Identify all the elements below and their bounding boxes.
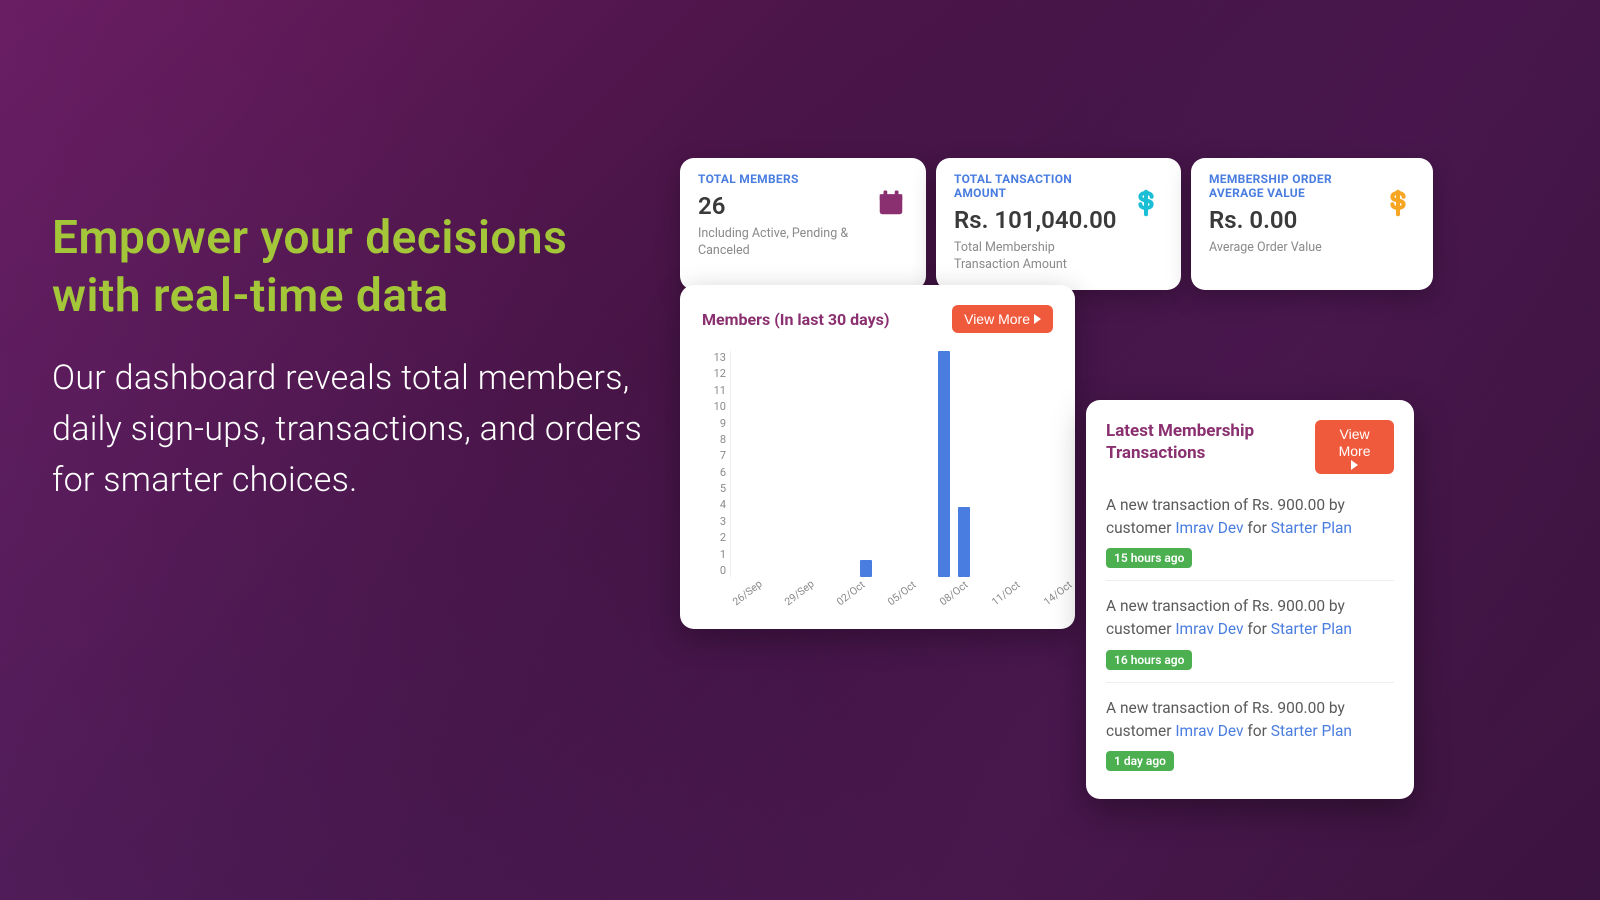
- transaction-text: A new transaction of Rs. 900.00 by custo…: [1106, 494, 1394, 541]
- customer-link[interactable]: Imrav Dev: [1175, 519, 1243, 537]
- y-tick: 6: [702, 466, 726, 479]
- x-tick: 14/Oct: [1041, 591, 1058, 609]
- time-badge: 15 hours ago: [1106, 548, 1192, 568]
- chart-bar: [958, 507, 970, 577]
- chart-bar: [938, 351, 950, 577]
- y-tick: 13: [702, 351, 726, 364]
- transactions-header: Latest Membership Transactions View More: [1106, 420, 1394, 474]
- bar-slot: [731, 351, 743, 577]
- x-tick: 02/Oct: [834, 591, 851, 609]
- transactions-list: A new transaction of Rs. 900.00 by custo…: [1106, 490, 1394, 784]
- view-more-transactions-button[interactable]: View More: [1315, 420, 1394, 474]
- view-more-members-button[interactable]: View More: [952, 305, 1053, 333]
- chart-title: Members (In last 30 days): [702, 310, 890, 329]
- members-bar-chart: 131211109876543210 26/Sep29/Sep02/Oct05/…: [702, 351, 1053, 611]
- stat-subtitle: Including Active, Pending & Canceled: [698, 226, 866, 260]
- chevron-right-icon: [1034, 314, 1041, 324]
- calendar-icon: [874, 186, 908, 220]
- y-tick: 8: [702, 433, 726, 446]
- stat-value: Rs. 0.00: [1209, 206, 1373, 234]
- bar-slot: [783, 351, 795, 577]
- chart-plot-area: [730, 351, 1053, 577]
- y-tick: 1: [702, 548, 726, 561]
- plan-link[interactable]: Starter Plan: [1271, 722, 1352, 740]
- y-tick: 3: [702, 515, 726, 528]
- transaction-item: A new transaction of Rs. 900.00 by custo…: [1106, 490, 1394, 581]
- stat-title: TOTAL TANSACTION AMOUNT: [954, 172, 1121, 200]
- bar-slot: [834, 351, 846, 577]
- x-axis: 26/Sep29/Sep02/Oct05/Oct08/Oct11/Oct14/O…: [730, 598, 1053, 611]
- stat-subtitle: Average Order Value: [1209, 240, 1373, 257]
- y-tick: 4: [702, 498, 726, 511]
- stat-subtitle: Total Membership Transaction Amount: [954, 240, 1121, 274]
- transactions-title: Latest Membership Transactions: [1106, 420, 1315, 464]
- view-more-label: View More: [1327, 426, 1382, 460]
- stat-title: MEMBERSHIP ORDER AVERAGE VALUE: [1209, 172, 1373, 200]
- transactions-card: Latest Membership Transactions View More…: [1086, 400, 1414, 799]
- transaction-text: A new transaction of Rs. 900.00 by custo…: [1106, 697, 1394, 744]
- chart-bar: [860, 560, 872, 577]
- dollar-icon: [1129, 186, 1163, 220]
- stat-card: MEMBERSHIP ORDER AVERAGE VALUE Rs. 0.00 Av…: [1191, 158, 1433, 290]
- customer-link[interactable]: Imrav Dev: [1175, 620, 1243, 638]
- y-tick: 7: [702, 449, 726, 462]
- transaction-item: A new transaction of Rs. 900.00 by custo…: [1106, 682, 1394, 784]
- bar-slot: [886, 351, 898, 577]
- members-chart-card: Members (In last 30 days) View More 1312…: [680, 285, 1075, 629]
- chart-header: Members (In last 30 days) View More: [702, 305, 1053, 333]
- plan-link[interactable]: Starter Plan: [1271, 519, 1352, 537]
- y-tick: 12: [702, 367, 726, 380]
- stat-card: TOTAL TANSACTION AMOUNT Rs. 101,040.00 Tot…: [936, 158, 1181, 290]
- y-tick: 11: [702, 384, 726, 397]
- y-tick: 0: [702, 564, 726, 577]
- stat-title: TOTAL MEMBERS: [698, 172, 866, 186]
- marketing-block: Empower your decisions with real-time da…: [52, 210, 662, 506]
- headline: Empower your decisions with real-time da…: [52, 210, 662, 325]
- time-badge: 16 hours ago: [1106, 650, 1192, 670]
- time-badge: 1 day ago: [1106, 751, 1174, 771]
- y-tick: 2: [702, 531, 726, 544]
- x-tick: 05/Oct: [885, 591, 902, 609]
- transaction-item: A new transaction of Rs. 900.00 by custo…: [1106, 580, 1394, 682]
- stat-card: TOTAL MEMBERS 26 Including Active, Pending…: [680, 158, 926, 290]
- x-tick: 08/Oct: [937, 591, 954, 609]
- view-more-label: View More: [964, 311, 1030, 327]
- y-axis: 131211109876543210: [702, 351, 726, 577]
- y-tick: 5: [702, 482, 726, 495]
- transaction-text: A new transaction of Rs. 900.00 by custo…: [1106, 595, 1394, 642]
- stat-value: Rs. 101,040.00: [954, 206, 1121, 234]
- customer-link[interactable]: Imrav Dev: [1175, 722, 1243, 740]
- stat-value: 26: [698, 192, 866, 220]
- bar-slot: [1041, 351, 1053, 577]
- y-tick: 9: [702, 417, 726, 430]
- stat-cards-row: TOTAL MEMBERS 26 Including Active, Pending…: [680, 158, 1433, 290]
- x-tick: 29/Sep: [782, 591, 799, 609]
- chevron-right-icon: [1351, 460, 1358, 470]
- subheadline: Our dashboard reveals total members, dai…: [52, 353, 662, 506]
- x-tick: 11/Oct: [989, 591, 1006, 609]
- x-tick: 26/Sep: [730, 591, 747, 609]
- plan-link[interactable]: Starter Plan: [1271, 620, 1352, 638]
- bar-slot: [989, 351, 1001, 577]
- y-tick: 10: [702, 400, 726, 413]
- dollar-icon: [1381, 186, 1415, 220]
